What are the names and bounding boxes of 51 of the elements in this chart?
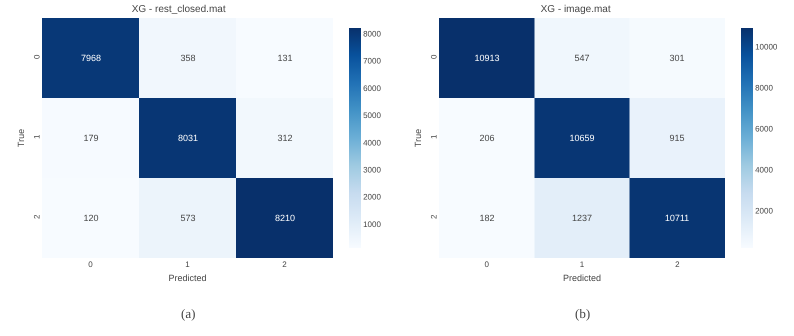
- x-tick-label: 2: [675, 260, 680, 269]
- x-tick-label: 1: [185, 260, 190, 269]
- chart-title: XG - image.mat: [540, 4, 611, 16]
- data-label: 358: [180, 53, 196, 64]
- color-bar-label: 2000: [755, 206, 774, 216]
- data-label: 206: [479, 133, 495, 144]
- y-axis-title: True: [16, 128, 26, 148]
- chart-title: XG - rest_closed.mat: [132, 4, 226, 16]
- color-bar-label: 8000: [755, 84, 774, 93]
- data-label: 120: [83, 213, 99, 224]
- data-label: 547: [574, 53, 590, 64]
- color-bar-label: 8000: [363, 30, 382, 39]
- y-tick-label: 2: [429, 214, 438, 220]
- y-axis-title: True: [412, 128, 423, 148]
- x-tick-label: 0: [88, 260, 94, 269]
- x-axis-title: Predicted: [562, 272, 602, 283]
- x-tick-label: 1: [580, 260, 585, 269]
- data-label: 1237: [572, 213, 592, 224]
- data-label: 915: [669, 133, 685, 144]
- color-bar-label: 6000: [363, 84, 382, 93]
- color-bar-label: 4000: [363, 138, 382, 148]
- color-bar-label: 2000: [363, 192, 382, 202]
- data-label: 8210: [274, 213, 296, 224]
- data-label: 8031: [178, 133, 198, 144]
- y-tick-label: 0: [32, 54, 42, 60]
- color-bar-label: 10000: [755, 42, 778, 52]
- x-axis-title: Predicted: [168, 272, 207, 283]
- text: (b): [575, 306, 590, 321]
- color-bar-label: 6000: [755, 124, 774, 134]
- x-tick-label: 0: [484, 260, 490, 269]
- color-bar-label: 5000: [363, 111, 382, 120]
- y-tick-label: 1: [32, 134, 42, 140]
- color-bar-label: 7000: [363, 56, 382, 66]
- data-label: 312: [277, 133, 293, 144]
- data-label: 131: [277, 53, 293, 64]
- color-bar-label: 4000: [755, 166, 774, 175]
- y-tick-label: 1: [429, 134, 438, 140]
- data-label: 182: [479, 213, 495, 224]
- data-label: 10711: [664, 213, 690, 224]
- y-tick-label: 0: [429, 54, 438, 60]
- data-label: 7968: [80, 53, 102, 64]
- color-bar-label: 3000: [363, 165, 382, 174]
- data-label: 179: [83, 133, 99, 144]
- x-tick-label: 2: [282, 260, 288, 269]
- data-label: 10913: [474, 53, 500, 64]
- y-tick-label: 2: [32, 214, 42, 220]
- color-bar-label: 1000: [363, 220, 382, 229]
- data-label: 573: [180, 213, 196, 224]
- data-label: 301: [669, 53, 685, 64]
- text: (a): [181, 306, 196, 321]
- data-label: 10659: [569, 133, 595, 144]
